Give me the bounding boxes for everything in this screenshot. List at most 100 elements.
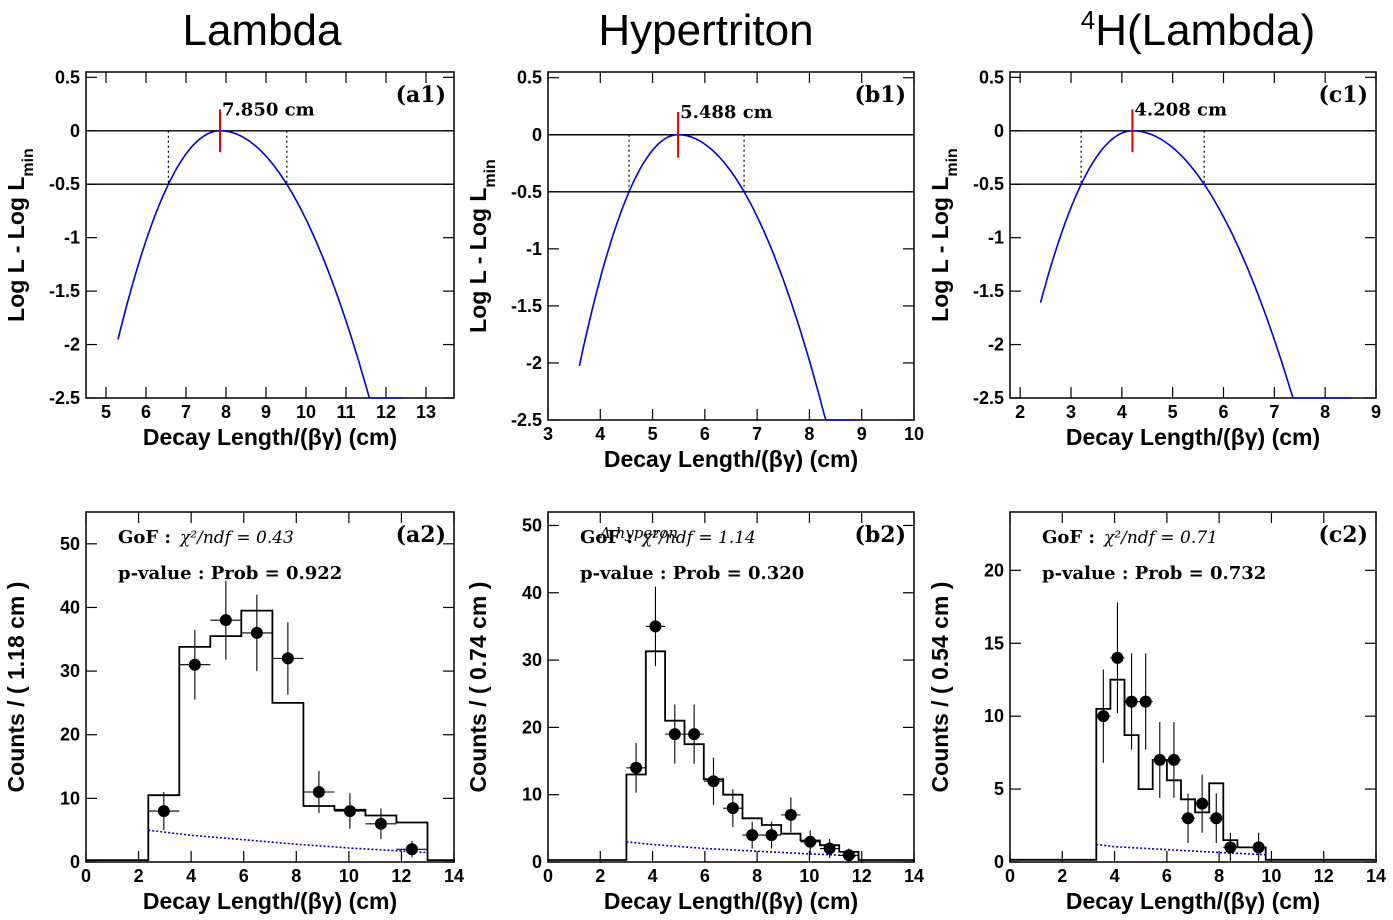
- x-tick-label: 0: [81, 866, 91, 886]
- data-point: [272, 622, 304, 695]
- y-tick-label: 0: [532, 125, 542, 145]
- x-tick-label: 6: [700, 424, 710, 444]
- column-title-4h-lambda: 4H(Lambda): [1081, 5, 1316, 55]
- panel-tag: (a2): [396, 522, 446, 548]
- x-tick-label: 14: [904, 866, 924, 886]
- plot-frame: [85, 71, 455, 399]
- data-point: [1096, 669, 1111, 763]
- y-axis-label-main: Log L - Log L: [3, 177, 29, 322]
- background-curve: [148, 829, 428, 854]
- y-tick-label: 40: [522, 583, 542, 603]
- y-tick-label: 10: [984, 706, 1004, 726]
- data-point: [396, 841, 428, 858]
- x-tick-label: 4: [1117, 402, 1127, 422]
- data-point: [179, 629, 211, 700]
- x-tick-label: 3: [543, 424, 553, 444]
- data-point: [241, 594, 273, 672]
- y-tick-label: 0: [532, 852, 542, 872]
- x-axis-label: Decay Length/(βγ) (cm): [143, 888, 397, 914]
- fit-histogram: [1009, 678, 1377, 862]
- y-axis-label-main: Counts / ( 0.54 cm ): [927, 582, 953, 793]
- x-tick-label: 2: [1057, 866, 1067, 886]
- x-tick-label: 14: [1366, 866, 1386, 886]
- x-tick-label: 8: [1320, 402, 1330, 422]
- data-point: [148, 792, 180, 831]
- x-tick-label: 6: [141, 402, 151, 422]
- data-point: [742, 821, 762, 849]
- data-marker: [312, 786, 325, 798]
- data-marker: [823, 842, 836, 855]
- best-fit-label: 5.488 cm: [680, 102, 773, 123]
- y-tick-label: 0: [70, 852, 80, 872]
- panel-tag: (b1): [854, 82, 906, 108]
- y-tick-label: 10: [60, 788, 80, 808]
- x-tick-label: 9: [857, 424, 867, 444]
- data-marker: [668, 728, 681, 741]
- gof-label: GoF :: [1042, 527, 1095, 548]
- pvalue-label: p-value : Prob = 0.320: [580, 563, 804, 584]
- data-point: [781, 797, 801, 833]
- data-point: [1110, 602, 1125, 714]
- y-tick-label: -1.5: [973, 281, 1004, 301]
- gof-value: χ²/ndf = 0.71: [1103, 528, 1218, 548]
- y-tick-label: -1: [64, 228, 80, 248]
- x-axis-label: Decay Length/(βγ) (cm): [604, 446, 858, 472]
- fit-histogram: [547, 650, 915, 862]
- panel-c2: 0 2 4 6 8 10 12 14 0 5 10 15 20 Decay Length/(βγ) (cm…: [927, 511, 1386, 914]
- x-tick-label: 10: [339, 866, 359, 886]
- data-marker: [1153, 753, 1166, 766]
- panel-tag: (b2): [854, 522, 906, 548]
- data-point: [684, 704, 704, 764]
- y-tick-label: -0.5: [49, 174, 80, 194]
- panel-c1: 2 3 4 5 6 7 8 9 0.5 0 -0.5 -1 -1.5 -2 -2.5 Decay Length…: [927, 67, 1381, 450]
- panel-tag: (c2): [1318, 522, 1368, 548]
- x-tick-label: 7: [1269, 402, 1279, 422]
- x-tick-label: 8: [804, 424, 814, 444]
- best-fit-label: 4.208 cm: [1134, 99, 1227, 120]
- x-tick-label: 2: [595, 866, 605, 886]
- data-marker: [726, 802, 739, 815]
- panels: 5 6 7 8 9 10 11 12 13 0.5 0 -0.5 -1 -1.5 -2 -2.5 Decay L…: [3, 67, 1386, 914]
- y-axis-label: Log L - Log Lmin: [3, 148, 37, 322]
- x-tick-label: 6: [1218, 402, 1228, 422]
- y-tick-label: 0.5: [55, 67, 80, 87]
- likelihood-curve: [578, 134, 857, 421]
- background-curve: [1096, 843, 1266, 856]
- data-point: [1124, 653, 1139, 750]
- y-axis-label-main: Log L - Log L: [465, 188, 491, 333]
- column-title-superscript: 4: [1081, 5, 1095, 35]
- data-point: [303, 771, 335, 813]
- y-axis-label: Counts / ( 0.54 cm ): [927, 582, 953, 793]
- y-axis-label: Counts / ( 1.18 cm ): [3, 582, 29, 793]
- x-tick-label: 11: [336, 402, 355, 422]
- x-tick-label: 4: [595, 424, 605, 444]
- data-marker: [1167, 753, 1180, 766]
- y-axis-label: Counts / ( 0.74 cm ): [465, 582, 491, 793]
- x-tick-label: 5: [101, 402, 111, 422]
- pvalue-label: p-value : Prob = 0.732: [1042, 563, 1266, 584]
- plot-frame: [547, 71, 915, 421]
- y-tick-label: -1: [526, 239, 542, 259]
- panel-b1: 3 4 5 6 7 8 9 10 0.5 0 -0.5 -1 -1.5 -2 -2.5 Decay Lengt…: [465, 68, 924, 472]
- y-tick-label: 0: [70, 121, 80, 141]
- x-tick-label: 4: [186, 866, 196, 886]
- y-tick-label: -2: [526, 353, 542, 373]
- y-tick-label: -2.5: [49, 388, 80, 408]
- data-marker: [1125, 695, 1138, 708]
- data-point: [626, 742, 646, 793]
- data-marker: [157, 805, 170, 818]
- column-title-main: H(Lambda): [1095, 6, 1315, 55]
- data-point: [1166, 722, 1181, 798]
- x-tick-label: 10: [1261, 866, 1281, 886]
- data-point: [839, 848, 859, 862]
- x-tick-label: 5: [1168, 402, 1178, 422]
- data-marker: [405, 843, 418, 856]
- data-point: [645, 586, 666, 667]
- data-marker: [649, 620, 662, 633]
- y-tick-label: 20: [60, 725, 80, 745]
- data-point: [1223, 832, 1238, 862]
- y-tick-label: 20: [522, 717, 542, 737]
- y-axis-label-main: Log L - Log L: [927, 177, 953, 322]
- panel-a1: 5 6 7 8 9 10 11 12 13 0.5 0 -0.5 -1 -1.5 -2 -2.5 Decay L…: [3, 67, 455, 450]
